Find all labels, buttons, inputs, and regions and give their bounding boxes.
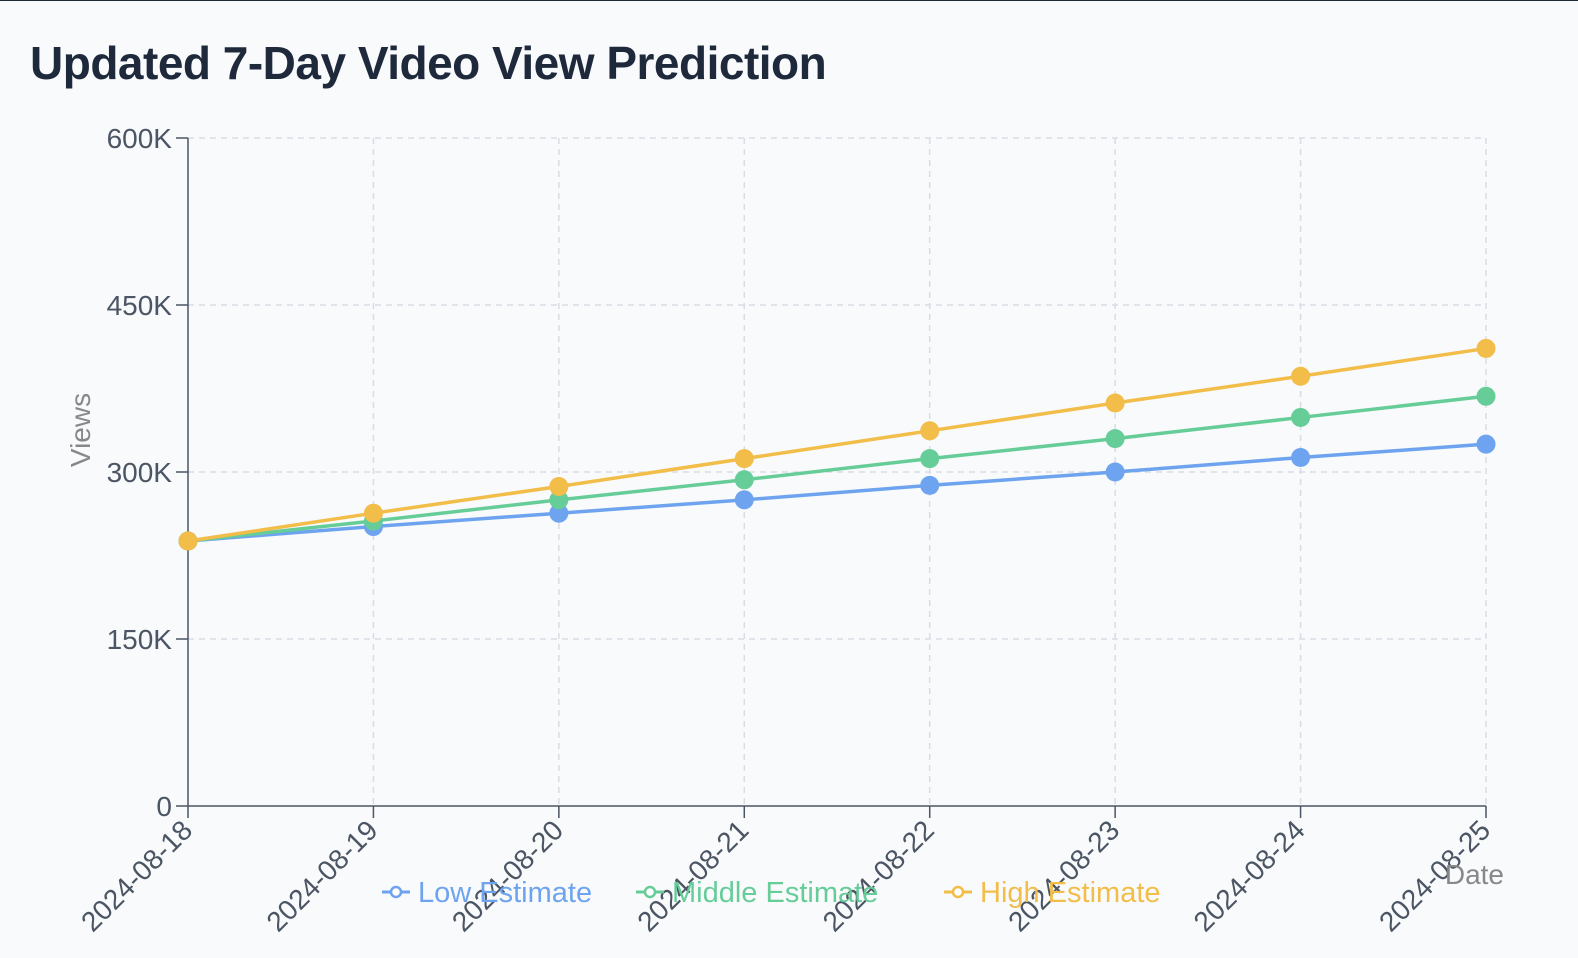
data-point xyxy=(920,421,940,441)
series-line xyxy=(187,394,1487,543)
legend-label: High Estimate xyxy=(980,877,1161,909)
data-point xyxy=(1291,448,1311,468)
legend-label: Low Estimate xyxy=(418,877,592,909)
data-point xyxy=(1476,434,1496,454)
x-tick-label: 2024-08-24 xyxy=(1188,814,1311,937)
data-point xyxy=(363,503,383,523)
x-tick-label: 2024-08-21 xyxy=(631,814,754,937)
y-axis-title: Views xyxy=(65,393,96,467)
data-point xyxy=(734,470,754,490)
data-point xyxy=(549,503,569,523)
x-tick-label: 2024-08-19 xyxy=(260,814,383,937)
data-point xyxy=(178,531,198,551)
y-tick-label: 450K xyxy=(107,290,173,321)
chart-title: Updated 7-Day Video View Prediction xyxy=(30,37,827,89)
data-point xyxy=(549,476,569,496)
y-tick-label: 150K xyxy=(107,624,173,655)
legend-marker xyxy=(389,885,403,899)
y-tick-label: 0 xyxy=(156,791,172,822)
data-point xyxy=(1291,407,1311,427)
series-line xyxy=(187,346,1487,543)
legend-label: Middle Estimate xyxy=(672,877,878,909)
x-tick-label: 2024-08-22 xyxy=(817,814,940,937)
legend-marker xyxy=(643,885,657,899)
y-tick-label: 300K xyxy=(107,457,173,488)
data-point xyxy=(1291,366,1311,386)
top-border xyxy=(0,0,1578,1)
series-line xyxy=(187,442,1487,543)
y-tick-label: 600K xyxy=(107,123,173,154)
data-point xyxy=(1105,462,1125,482)
legend-marker xyxy=(951,885,965,899)
data-point xyxy=(920,449,940,469)
data-point xyxy=(1105,429,1125,449)
data-point xyxy=(1476,338,1496,358)
data-point xyxy=(920,475,940,495)
x-tick-label: 2024-08-20 xyxy=(446,814,569,937)
x-axis-title: Date xyxy=(1445,859,1504,890)
x-tick-label: 2024-08-18 xyxy=(75,814,198,937)
data-point xyxy=(734,490,754,510)
data-point xyxy=(1105,393,1125,413)
x-tick-label: 2024-08-23 xyxy=(1002,814,1125,937)
data-point xyxy=(1476,386,1496,406)
data-point xyxy=(734,449,754,469)
data-point xyxy=(549,490,569,510)
